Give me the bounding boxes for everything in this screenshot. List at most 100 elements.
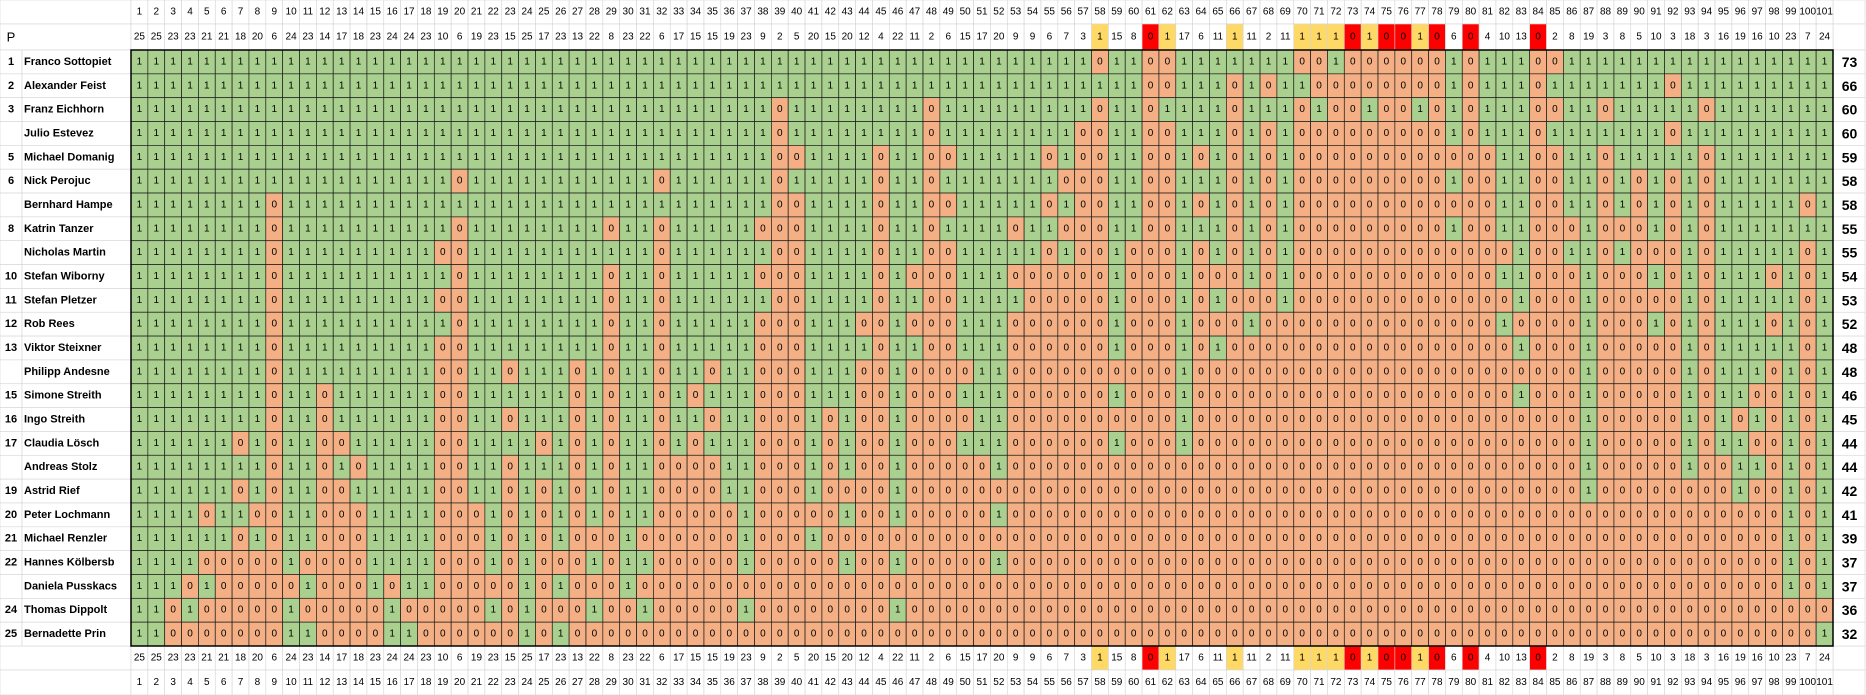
result-value: 1	[979, 247, 985, 258]
result-value: 0	[946, 438, 952, 449]
result-value: 1	[1620, 199, 1626, 210]
column-number: 48	[926, 677, 938, 688]
result-value: 0	[946, 343, 952, 354]
result-value: 1	[322, 366, 328, 377]
result-value: 0	[844, 486, 850, 497]
result-value: 1	[373, 295, 379, 306]
result-value: 0	[1232, 343, 1238, 354]
result-value: 1	[1569, 80, 1575, 91]
result-value: 1	[305, 390, 311, 401]
result-value: 1	[558, 271, 564, 282]
column-number: 43	[842, 677, 854, 688]
result-value: 1	[1738, 247, 1744, 258]
result-value: 1	[204, 128, 210, 139]
result-value: 1	[305, 104, 311, 115]
result-value: 1	[844, 56, 850, 67]
result-value: 0	[1384, 343, 1390, 354]
result-value: 0	[777, 271, 783, 282]
result-value: 0	[1401, 486, 1407, 497]
result-value: 0	[1535, 199, 1541, 210]
column-count: 23	[420, 653, 432, 664]
result-value: 0	[608, 271, 614, 282]
column-count: 23	[168, 653, 180, 664]
result-value: 1	[828, 343, 834, 354]
result-value: 0	[1367, 199, 1373, 210]
result-value: 0	[440, 247, 446, 258]
result-value: 1	[642, 509, 648, 520]
result-value: 1	[305, 319, 311, 330]
column-number: 28	[589, 677, 601, 688]
result-value: 0	[1704, 104, 1710, 115]
result-value: 0	[1131, 438, 1137, 449]
result-value: 1	[524, 56, 530, 67]
result-value: 1	[423, 56, 429, 67]
result-value: 1	[507, 152, 513, 163]
result-value: 1	[962, 271, 968, 282]
column-number: 50	[960, 677, 972, 688]
result-value: 0	[1047, 152, 1053, 163]
result-value: 1	[1013, 104, 1019, 115]
result-value: 0	[1518, 414, 1524, 425]
result-value: 1	[187, 128, 193, 139]
result-value: 1	[1013, 199, 1019, 210]
result-value: 0	[811, 509, 817, 520]
result-value: 1	[1788, 152, 1794, 163]
result-value: 0	[929, 295, 935, 306]
result-value: 1	[575, 80, 581, 91]
result-value: 0	[1316, 247, 1322, 258]
result-value: 0	[1636, 366, 1642, 377]
result-value: 0	[1468, 366, 1474, 377]
result-value: 0	[962, 462, 968, 473]
result-value: 1	[204, 223, 210, 234]
result-value: 1	[878, 128, 884, 139]
result-value: 0	[1552, 462, 1558, 473]
column-number: 33	[673, 677, 685, 688]
result-value: 1	[406, 319, 412, 330]
result-value: 1	[491, 319, 497, 330]
column-number: 4	[187, 677, 193, 688]
result-value: 1	[187, 462, 193, 473]
result-value: 1	[423, 199, 429, 210]
result-value: 1	[1653, 319, 1659, 330]
result-value: 0	[1434, 271, 1440, 282]
result-value: 1	[1198, 223, 1204, 234]
column-number: 92	[1667, 677, 1679, 688]
result-value: 0	[1670, 390, 1676, 401]
result-value: 0	[1097, 486, 1103, 497]
result-value: 1	[625, 462, 631, 473]
column-count: 13	[1516, 653, 1528, 664]
column-count: 5	[794, 32, 800, 43]
result-value: 1	[440, 223, 446, 234]
result-value: 1	[356, 176, 362, 187]
result-value: 1	[1771, 104, 1777, 115]
result-value: 1	[474, 343, 480, 354]
result-value: 1	[541, 247, 547, 258]
result-value: 1	[1822, 223, 1828, 234]
result-value: 1	[828, 128, 834, 139]
result-value: 0	[1367, 295, 1373, 306]
result-value: 0	[1451, 438, 1457, 449]
result-value: 1	[1603, 56, 1609, 67]
column-count: 2	[1266, 32, 1272, 43]
result-value: 0	[1653, 390, 1659, 401]
result-value: 1	[794, 104, 800, 115]
result-value: 0	[760, 223, 766, 234]
result-value: 0	[1131, 390, 1137, 401]
result-value: 1	[524, 438, 530, 449]
result-value: 1	[373, 152, 379, 163]
result-value: 1	[322, 295, 328, 306]
result-value: 0	[1468, 462, 1474, 473]
column-count: 14	[319, 653, 331, 664]
result-value: 0	[1165, 343, 1171, 354]
result-value: 1	[474, 176, 480, 187]
result-value: 1	[996, 223, 1002, 234]
result-value: 1	[1822, 80, 1828, 91]
result-value: 1	[794, 80, 800, 91]
result-value: 1	[187, 414, 193, 425]
result-value: 0	[962, 509, 968, 520]
result-value: 0	[1367, 486, 1373, 497]
result-value: 0	[1249, 438, 1255, 449]
result-value: 1	[389, 462, 395, 473]
result-value: 1	[1131, 56, 1137, 67]
result-value: 1	[946, 176, 952, 187]
